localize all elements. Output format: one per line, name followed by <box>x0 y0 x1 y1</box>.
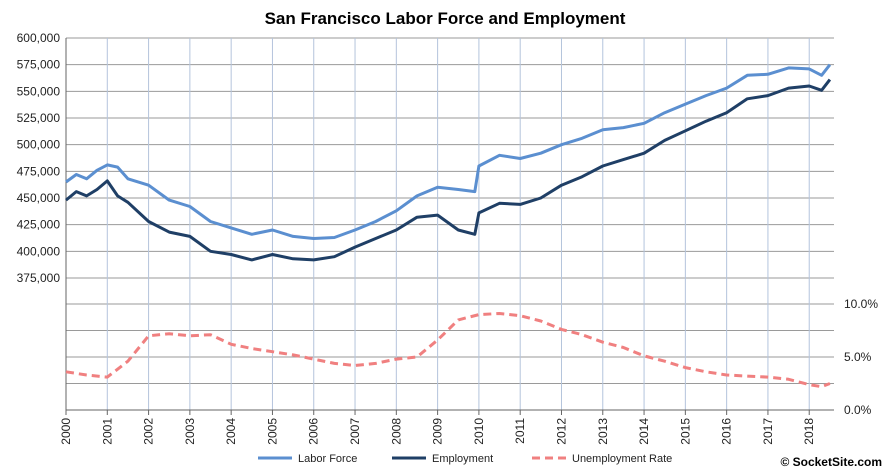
series-line-unemployment-rate <box>65 312 831 389</box>
series-line-employment <box>65 78 832 262</box>
x-tick-label: 2007 <box>348 418 362 445</box>
series-group <box>65 63 832 389</box>
chart-title: San Francisco Labor Force and Employment <box>265 9 626 28</box>
x-tick-label: 2014 <box>637 418 651 445</box>
x-tick-label: 2012 <box>554 418 568 445</box>
x-tick-label: 2017 <box>761 418 775 445</box>
axes: 600,000 575,000 550,000 525,000 500,000 475,0… <box>17 31 879 445</box>
x-tick-label: 2010 <box>472 418 486 445</box>
y-left-tick-label: 475,000 <box>17 164 61 178</box>
x-tick-label: 2016 <box>720 418 734 445</box>
y-left-tick-label: 550,000 <box>17 84 61 98</box>
x-tick-label: 2008 <box>389 418 403 445</box>
x-tick-label: 2002 <box>142 418 156 445</box>
x-tick-label: 2005 <box>265 418 279 445</box>
legend-label: Labor Force <box>298 453 357 465</box>
grid <box>65 37 834 410</box>
credit-label: © SocketSite.com <box>780 455 882 469</box>
x-tick-label: 2001 <box>100 418 114 445</box>
x-tick-label: 2006 <box>307 418 321 445</box>
legend: Labor Force Employment Unemployment Rate <box>258 453 672 465</box>
y-left-tick-label: 400,000 <box>17 244 61 258</box>
y-left-tick-label: 600,000 <box>17 31 61 45</box>
series-line-labor-force <box>65 63 832 240</box>
x-tick-label: 2004 <box>224 418 238 445</box>
x-tick-label: 2015 <box>678 418 692 445</box>
y-left-tick-label: 500,000 <box>17 138 61 152</box>
y-left-tick-label: 575,000 <box>17 58 61 72</box>
y-right-tick-label: 0.0% <box>844 403 872 417</box>
y-left-tick-label: 375,000 <box>17 271 61 285</box>
legend-label: Unemployment Rate <box>572 453 672 465</box>
y-right-tick-label: 10.0% <box>844 297 878 311</box>
legend-label: Employment <box>432 453 493 465</box>
x-tick-label: 2000 <box>59 418 73 445</box>
x-tick-label: 2011 <box>513 418 527 444</box>
y-left-tick-label: 450,000 <box>17 191 61 205</box>
x-tick-label: 2009 <box>431 418 445 445</box>
y-left-tick-label: 425,000 <box>17 218 61 232</box>
x-tick-label: 2013 <box>596 418 610 445</box>
y-left-tick-label: 525,000 <box>17 111 61 125</box>
x-tick-label: 2003 <box>183 418 197 445</box>
y-right-tick-label: 5.0% <box>844 350 872 364</box>
x-tick-label: 2018 <box>802 418 816 445</box>
